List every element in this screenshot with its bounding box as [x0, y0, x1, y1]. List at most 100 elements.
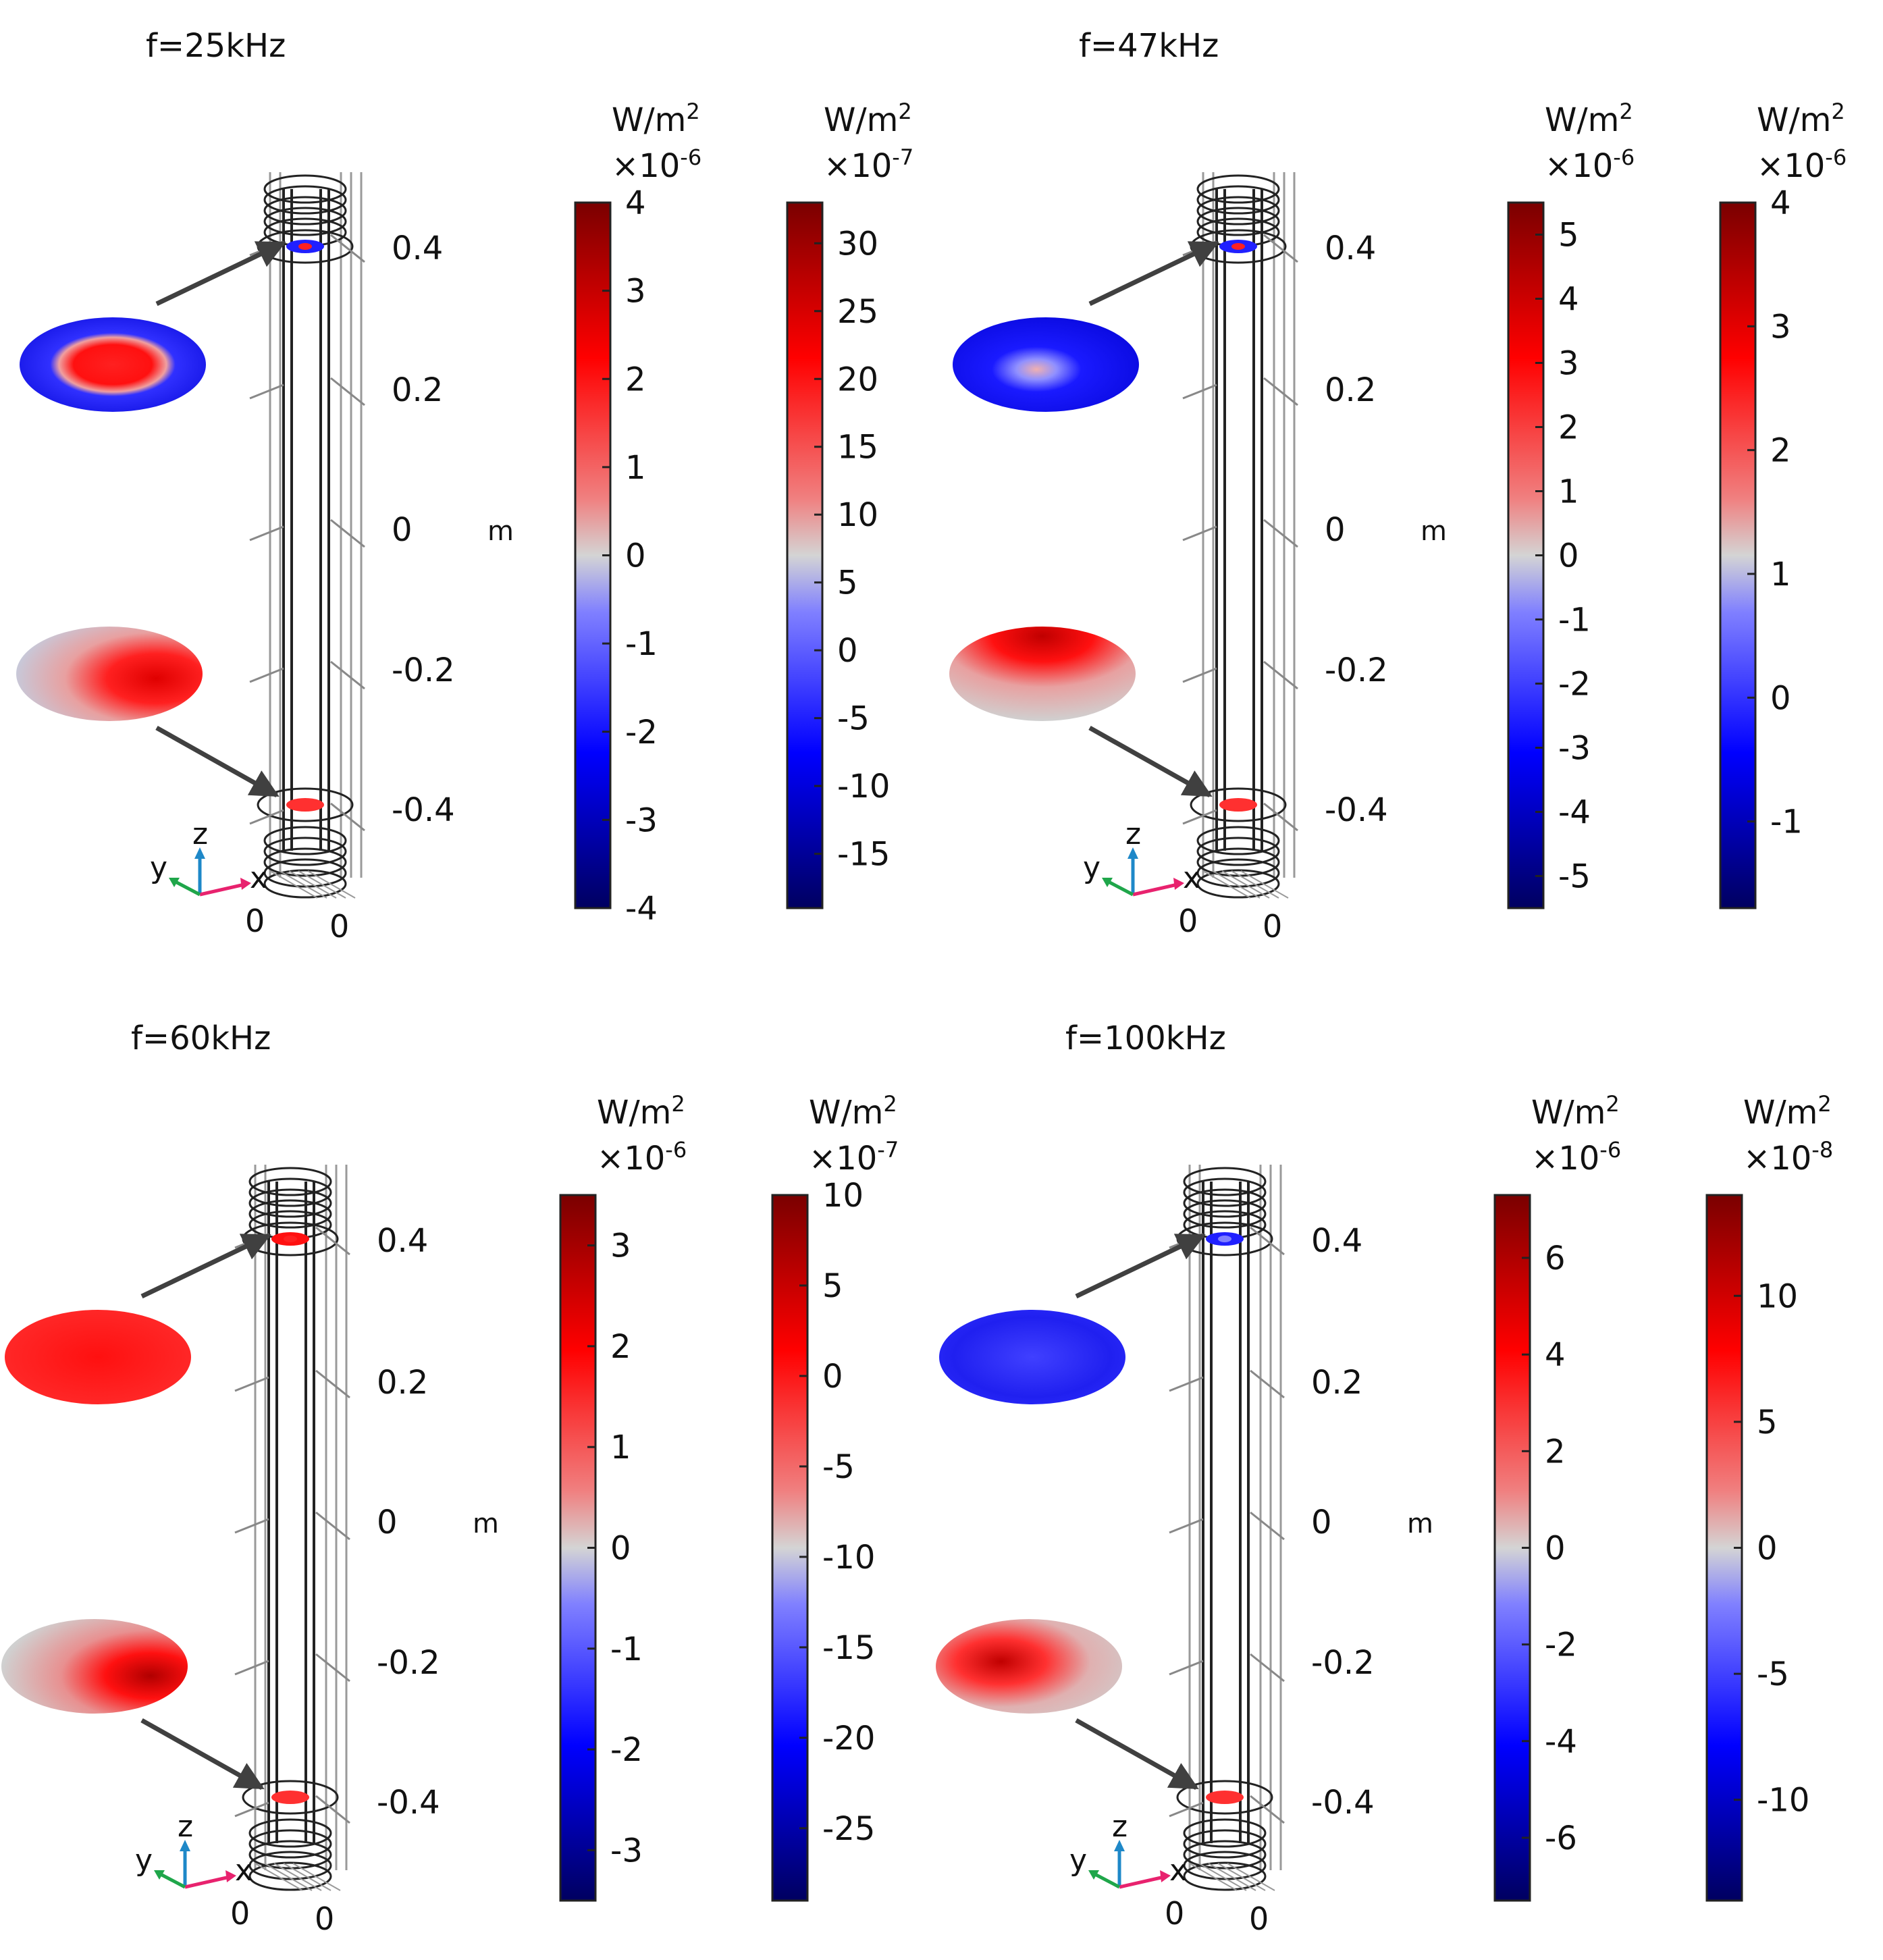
bottom-arrow	[1088, 725, 1213, 798]
colorbar-tick-label: 4	[625, 184, 646, 222]
top-section-disk	[20, 317, 206, 412]
scale-base: ×10	[809, 1140, 877, 1177]
colorbar-tick-label: -4	[1558, 794, 1591, 832]
colorbar-tick-label: -10	[1757, 1782, 1809, 1820]
bottom-arrow	[140, 1718, 265, 1791]
unit-text: W/m	[597, 1094, 671, 1132]
colorbar-tick-label: 0	[837, 632, 858, 670]
colorbar-2: W/m2 ×10-8 10 5 0 -5 -10	[1705, 1091, 1833, 1902]
top-arrow	[1075, 1233, 1206, 1299]
axis-y-label: y	[1083, 851, 1100, 885]
origin-tick-label: 0	[315, 1901, 334, 1937]
origin-tick-label: 0	[1263, 908, 1282, 945]
colorbar-tick-label: 10	[822, 1177, 864, 1215]
z-tick-label: 0.4	[392, 230, 443, 267]
panel-title: f=100kHz	[1065, 1019, 1226, 1057]
unit-power: 2	[898, 99, 911, 124]
colorbar-tick-label: 1	[1558, 473, 1579, 511]
colorbar-unit: W/m2	[824, 99, 912, 139]
colorbar-scale: ×10-6	[1545, 144, 1635, 185]
axis-triad: z x y	[135, 1809, 253, 1889]
z-tick-label: 0	[377, 1504, 398, 1541]
axis-x-label: x	[1183, 861, 1200, 895]
colorbar-scale: ×10-6	[1531, 1137, 1621, 1177]
colorbar-tick-label: 2	[625, 361, 646, 398]
axis-y-label: y	[150, 851, 167, 885]
bottom-probe-mark	[271, 1791, 309, 1804]
scale-base: ×10	[1545, 147, 1613, 185]
colorbar-tick-label: 2	[1770, 432, 1791, 470]
axis-triad: z x y	[1069, 1809, 1187, 1889]
unit-text: W/m	[1757, 101, 1831, 139]
scale-exponent: -8	[1811, 1137, 1833, 1163]
scale-exponent: -6	[665, 1137, 687, 1163]
z-tick-label: 0.4	[377, 1222, 428, 1260]
colorbar-tick-label: -3	[1558, 730, 1591, 768]
colorbar-tick-label: -5	[1757, 1656, 1789, 1693]
colorbar-unit: W/m2	[612, 99, 700, 139]
scale-exponent: -7	[877, 1137, 899, 1163]
colorbar-tick-label: -3	[610, 1832, 643, 1870]
axis-unit-label: m	[487, 516, 514, 547]
colorbar-tick-label: 0	[1558, 537, 1579, 575]
colorbar-tick-label: -10	[837, 768, 890, 805]
colorbar-tick-label: -4	[1545, 1723, 1577, 1761]
colorbar-tick-label: 0	[1545, 1530, 1566, 1568]
colorbar-tick-label: 3	[1558, 345, 1579, 383]
colorbar-tick-label: 10	[837, 496, 878, 534]
pipe-wireframe	[234, 1165, 350, 1891]
z-tick-label: 0	[1325, 511, 1346, 549]
unit-power: 2	[1606, 1091, 1619, 1117]
colorbar-unit: W/m2	[1531, 1091, 1620, 1132]
origin-tick-label: 0	[230, 1895, 250, 1932]
colorbar-tick-label: -1	[625, 625, 658, 663]
colorbar-tick-label: 0	[610, 1530, 631, 1568]
axis-x-label: x	[1169, 1853, 1187, 1888]
colorbar-tick-label: 2	[1545, 1433, 1566, 1471]
colorbar-tick-label: 5	[1558, 217, 1579, 255]
z-tick-label: 0	[1311, 1504, 1332, 1541]
colorbar-tick-label: 5	[1757, 1404, 1778, 1441]
top-arrow	[1088, 240, 1219, 307]
bottom-section-disk	[16, 627, 203, 721]
colorbar-unit: W/m2	[809, 1091, 897, 1132]
colorbar-gradient	[786, 201, 824, 909]
colorbar-tick-label: 4	[1545, 1336, 1566, 1374]
colorbar-tick-label: 3	[610, 1227, 631, 1265]
scale-base: ×10	[1743, 1140, 1811, 1177]
panel-title: f=60kHz	[131, 1019, 271, 1057]
colorbar-tick-label: 3	[625, 273, 646, 311]
scale-exponent: -6	[680, 144, 701, 170]
origin-tick-label: 0	[245, 903, 265, 939]
colorbar-tick-label: 1	[610, 1429, 631, 1466]
colorbar-tick-label: 0	[822, 1358, 843, 1396]
unit-text: W/m	[1531, 1094, 1606, 1132]
colorbar-tick-label: 15	[837, 429, 878, 467]
colorbar-tick-label: -10	[822, 1539, 875, 1577]
colorbar-scale: ×10-7	[824, 144, 913, 185]
z-tick-label: 0	[392, 511, 413, 549]
axis-x-label: x	[235, 1853, 253, 1888]
colorbar-tick-label: 5	[822, 1267, 843, 1305]
colorbar-tick-label: 10	[1757, 1277, 1798, 1315]
axis-y-label: y	[135, 1843, 153, 1878]
z-tick-label: 0.4	[1311, 1222, 1362, 1260]
z-tick-label: -0.2	[392, 652, 455, 689]
scale-base: ×10	[1531, 1140, 1599, 1177]
scale-base: ×10	[824, 147, 892, 185]
colorbar-unit: W/m2	[597, 1091, 685, 1132]
scale-base: ×10	[612, 147, 680, 185]
colorbar-tick-label: -1	[610, 1631, 643, 1668]
z-tick-label: -0.4	[1311, 1784, 1375, 1822]
bottom-probe-mark	[1206, 1791, 1244, 1804]
colorbar-tick-label: 4	[1558, 281, 1579, 319]
panel-title: f=25kHz	[146, 27, 286, 65]
top-section-disk	[5, 1310, 191, 1404]
scale-exponent: -6	[1613, 144, 1635, 170]
unit-text: W/m	[824, 101, 898, 139]
